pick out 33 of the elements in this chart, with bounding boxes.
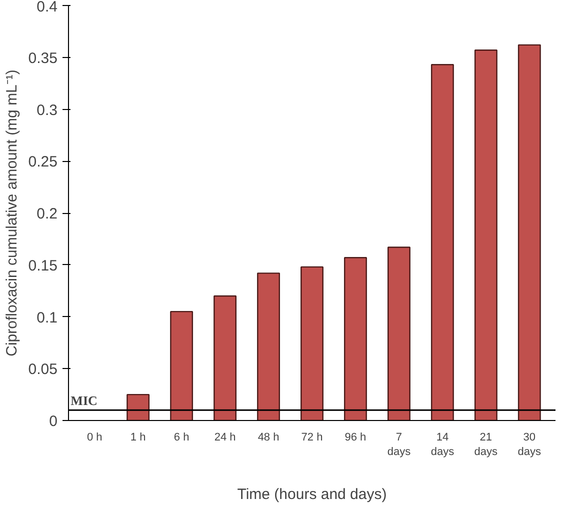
bar: [214, 295, 237, 420]
x-tick-label: 0 h: [86, 432, 102, 444]
bar: [300, 266, 324, 420]
y-tick-label: 0.1: [36, 309, 58, 326]
bar: [430, 64, 454, 420]
bar: [387, 246, 410, 420]
bar: [474, 50, 498, 420]
x-tick-label: 21 days: [474, 432, 498, 458]
x-tick-label: 1 h: [130, 432, 146, 444]
x-axis-title: Time (hours and days): [237, 486, 387, 503]
y-tick-label: 0: [49, 413, 58, 430]
x-tick-label: 24 h: [214, 432, 236, 444]
y-tick-label: 0.25: [28, 154, 58, 171]
bar: [257, 272, 280, 420]
bar: [518, 44, 541, 420]
bar: [344, 257, 367, 420]
x-tick-label: 7 days: [387, 432, 412, 458]
x-tick-label: 6 h: [174, 432, 190, 444]
y-tick-label: 0.2: [36, 206, 58, 222]
ref-line-label: MIC: [70, 393, 98, 408]
y-tick-label: 0.05: [28, 361, 58, 378]
y-tick-label: 0.35: [28, 50, 58, 67]
y-axis-title: Ciprofloxacin cumulative amount (mg mL⁻¹): [3, 70, 20, 356]
y-tick-label: 0.15: [28, 257, 58, 274]
x-tick-label: 72 h: [301, 432, 323, 444]
bar: [126, 394, 150, 420]
y-tick-label: 0.4: [36, 0, 58, 16]
x-tick-label: 96 h: [344, 432, 366, 444]
y-tick-label: 0.3: [36, 102, 58, 119]
x-tick-label: 14 days: [430, 432, 455, 458]
x-tick-label: 48 h: [258, 432, 280, 444]
bar: [170, 310, 194, 420]
x-tick-label: 30 days: [518, 432, 542, 458]
